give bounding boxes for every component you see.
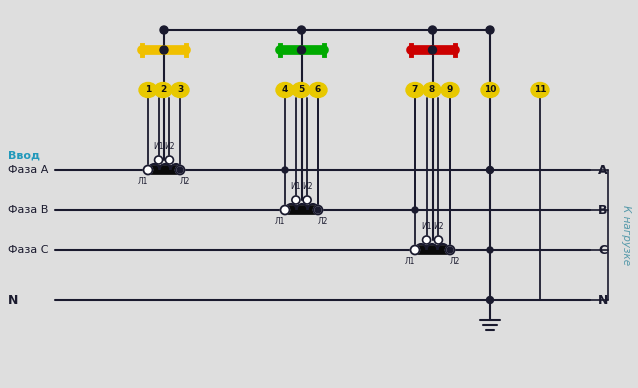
Text: 11: 11 [534, 85, 546, 95]
Text: 1: 1 [145, 85, 151, 95]
Circle shape [165, 156, 174, 164]
Circle shape [487, 296, 494, 303]
Text: N: N [8, 293, 19, 307]
Text: 5: 5 [298, 85, 304, 95]
Text: Л2: Л2 [318, 217, 328, 226]
Ellipse shape [423, 83, 441, 97]
Text: Фаза C: Фаза C [8, 245, 48, 255]
Text: И2: И2 [433, 222, 443, 231]
Circle shape [177, 167, 183, 173]
Circle shape [486, 26, 494, 34]
Text: 4: 4 [282, 85, 288, 95]
Ellipse shape [154, 83, 172, 97]
Text: 3: 3 [177, 85, 183, 95]
Circle shape [487, 247, 493, 253]
Circle shape [297, 26, 306, 34]
Circle shape [160, 26, 168, 34]
Text: Л1: Л1 [138, 177, 148, 186]
Text: Л2: Л2 [180, 177, 190, 186]
Text: C: C [598, 244, 607, 256]
Circle shape [429, 26, 436, 34]
Circle shape [154, 156, 163, 164]
Ellipse shape [406, 83, 424, 97]
Text: И1: И1 [421, 222, 432, 231]
Text: 8: 8 [429, 85, 435, 95]
Text: 7: 7 [412, 85, 418, 95]
Circle shape [445, 246, 454, 255]
Circle shape [410, 246, 420, 255]
Circle shape [315, 207, 321, 213]
Circle shape [292, 196, 300, 204]
Text: 6: 6 [315, 85, 321, 95]
Circle shape [434, 236, 442, 244]
Text: A: A [598, 163, 607, 177]
Text: 10: 10 [484, 85, 496, 95]
Text: 2: 2 [160, 85, 166, 95]
Circle shape [487, 167, 493, 173]
Circle shape [303, 196, 311, 204]
Ellipse shape [139, 83, 157, 97]
Text: К нагрузке: К нагрузке [621, 205, 631, 265]
Text: N: N [598, 293, 609, 307]
Text: Л2: Л2 [450, 257, 460, 266]
Circle shape [175, 166, 184, 175]
Text: Фаза A: Фаза A [8, 165, 48, 175]
Text: Л1: Л1 [405, 257, 415, 266]
Text: И2: И2 [302, 182, 313, 191]
Text: И1: И1 [291, 182, 301, 191]
Circle shape [313, 206, 322, 215]
Ellipse shape [531, 83, 549, 97]
Circle shape [160, 46, 168, 54]
Circle shape [282, 167, 288, 173]
Ellipse shape [309, 83, 327, 97]
Ellipse shape [171, 83, 189, 97]
Text: Ввод: Ввод [8, 151, 40, 161]
Text: И2: И2 [164, 142, 175, 151]
Circle shape [144, 166, 152, 175]
Circle shape [177, 167, 183, 173]
Ellipse shape [292, 83, 310, 97]
Circle shape [422, 236, 431, 244]
Circle shape [447, 247, 453, 253]
Text: B: B [598, 203, 607, 217]
Circle shape [429, 46, 436, 54]
Ellipse shape [276, 83, 294, 97]
Text: 9: 9 [447, 85, 453, 95]
Circle shape [281, 206, 290, 215]
Text: И1: И1 [153, 142, 164, 151]
Circle shape [297, 46, 306, 54]
Text: Л1: Л1 [275, 217, 285, 226]
Ellipse shape [481, 83, 499, 97]
Circle shape [487, 166, 494, 173]
Text: Фаза B: Фаза B [8, 205, 48, 215]
Ellipse shape [441, 83, 459, 97]
Circle shape [412, 207, 418, 213]
